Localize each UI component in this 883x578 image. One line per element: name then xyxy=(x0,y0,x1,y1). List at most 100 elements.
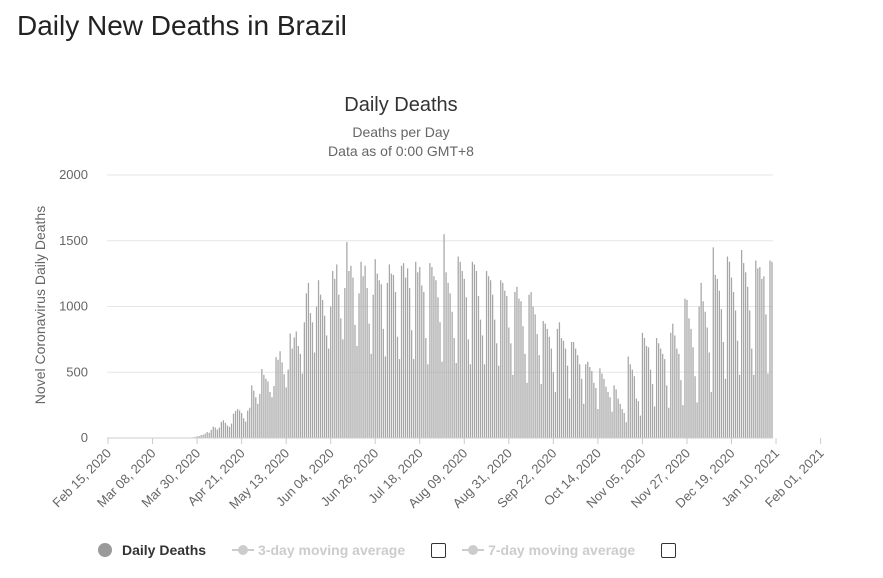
bar[interactable] xyxy=(400,265,403,438)
legend-item-7-day-moving-average[interactable]: 7-day moving average xyxy=(462,542,635,558)
bar[interactable] xyxy=(415,261,417,438)
bar[interactable] xyxy=(577,355,579,438)
bar[interactable] xyxy=(224,422,227,438)
bar[interactable] xyxy=(722,342,725,438)
bar[interactable] xyxy=(631,369,633,438)
bar[interactable] xyxy=(570,342,573,438)
bar[interactable] xyxy=(307,282,310,438)
bar[interactable] xyxy=(253,390,255,438)
bar[interactable] xyxy=(255,397,257,438)
bar[interactable] xyxy=(741,249,743,438)
bar[interactable] xyxy=(718,290,720,438)
bar[interactable] xyxy=(712,247,714,438)
bar[interactable] xyxy=(453,338,455,438)
bar[interactable] xyxy=(581,378,583,438)
bar[interactable] xyxy=(384,356,386,438)
bar[interactable] xyxy=(522,326,524,438)
bar[interactable] xyxy=(645,345,648,438)
bar[interactable] xyxy=(289,333,291,438)
bar[interactable] xyxy=(761,278,763,438)
bar[interactable] xyxy=(692,347,694,438)
bar[interactable] xyxy=(461,271,463,438)
bar[interactable] xyxy=(374,259,376,438)
bar[interactable] xyxy=(751,348,753,438)
bar[interactable] xyxy=(427,364,429,438)
bar[interactable] xyxy=(222,420,225,438)
bar[interactable] xyxy=(589,366,591,438)
bar[interactable] xyxy=(597,409,599,438)
bar[interactable] xyxy=(204,433,206,438)
bar[interactable] xyxy=(245,421,247,438)
bar[interactable] xyxy=(226,425,229,438)
bar[interactable] xyxy=(736,340,739,438)
bar[interactable] xyxy=(716,278,718,438)
bar[interactable] xyxy=(398,359,401,438)
3-day-moving-average-checkbox[interactable] xyxy=(431,542,447,558)
bar[interactable] xyxy=(498,365,500,438)
bar[interactable] xyxy=(406,268,409,438)
bar[interactable] xyxy=(435,280,437,438)
bar[interactable] xyxy=(429,263,431,438)
bar[interactable] xyxy=(409,288,411,438)
bar[interactable] xyxy=(676,348,678,438)
bar[interactable] xyxy=(449,293,451,438)
bar[interactable] xyxy=(249,407,251,438)
bar[interactable] xyxy=(277,359,279,438)
bar[interactable] xyxy=(658,343,660,438)
bar[interactable] xyxy=(734,310,737,438)
bar[interactable] xyxy=(323,315,326,438)
bar[interactable] xyxy=(257,403,259,438)
bar[interactable] xyxy=(388,264,391,438)
bar[interactable] xyxy=(520,301,522,438)
bar[interactable] xyxy=(459,261,461,438)
bar[interactable] xyxy=(686,299,688,438)
bar[interactable] xyxy=(649,369,652,438)
bar[interactable] xyxy=(348,271,350,438)
bar[interactable] xyxy=(623,413,625,438)
bar[interactable] xyxy=(295,331,297,438)
bar[interactable] xyxy=(366,288,368,438)
bar[interactable] xyxy=(413,359,415,438)
bar[interactable] xyxy=(635,398,637,438)
bar[interactable] xyxy=(411,330,413,438)
bar[interactable] xyxy=(421,285,423,438)
bar[interactable] xyxy=(463,278,465,438)
bar[interactable] xyxy=(666,385,668,438)
legend-item-3-day-moving-average[interactable]: 3-day moving average xyxy=(232,542,405,558)
bar[interactable] xyxy=(720,309,723,438)
bar[interactable] xyxy=(301,373,303,438)
bar[interactable] xyxy=(293,337,295,438)
bar[interactable] xyxy=(647,347,650,438)
bar[interactable] xyxy=(386,282,388,438)
bar[interactable] xyxy=(500,280,502,438)
bar[interactable] xyxy=(653,406,656,438)
bar[interactable] xyxy=(467,339,469,439)
bar[interactable] xyxy=(530,292,532,438)
bar[interactable] xyxy=(360,261,362,438)
bar[interactable] xyxy=(328,348,330,438)
bar[interactable] xyxy=(502,282,504,438)
bar[interactable] xyxy=(439,322,441,438)
bar[interactable] xyxy=(548,336,550,438)
bar[interactable] xyxy=(475,271,478,438)
bar[interactable] xyxy=(376,273,378,439)
bar[interactable] xyxy=(696,402,698,439)
bar[interactable] xyxy=(481,335,484,438)
bar[interactable] xyxy=(738,374,741,438)
bar[interactable] xyxy=(664,359,666,438)
bar[interactable] xyxy=(613,385,615,438)
bar[interactable] xyxy=(370,353,372,438)
bar[interactable] xyxy=(240,413,243,438)
bar[interactable] xyxy=(560,338,563,438)
bar[interactable] xyxy=(340,318,342,438)
bar[interactable] xyxy=(489,280,492,438)
bar[interactable] xyxy=(599,368,601,438)
bar[interactable] xyxy=(271,397,273,438)
bar[interactable] xyxy=(662,353,664,438)
bar[interactable] xyxy=(747,286,749,438)
bar[interactable] xyxy=(674,335,676,438)
bar[interactable] xyxy=(200,435,202,438)
bar[interactable] xyxy=(579,364,581,438)
bar[interactable] xyxy=(554,391,557,438)
bar[interactable] xyxy=(465,297,467,438)
